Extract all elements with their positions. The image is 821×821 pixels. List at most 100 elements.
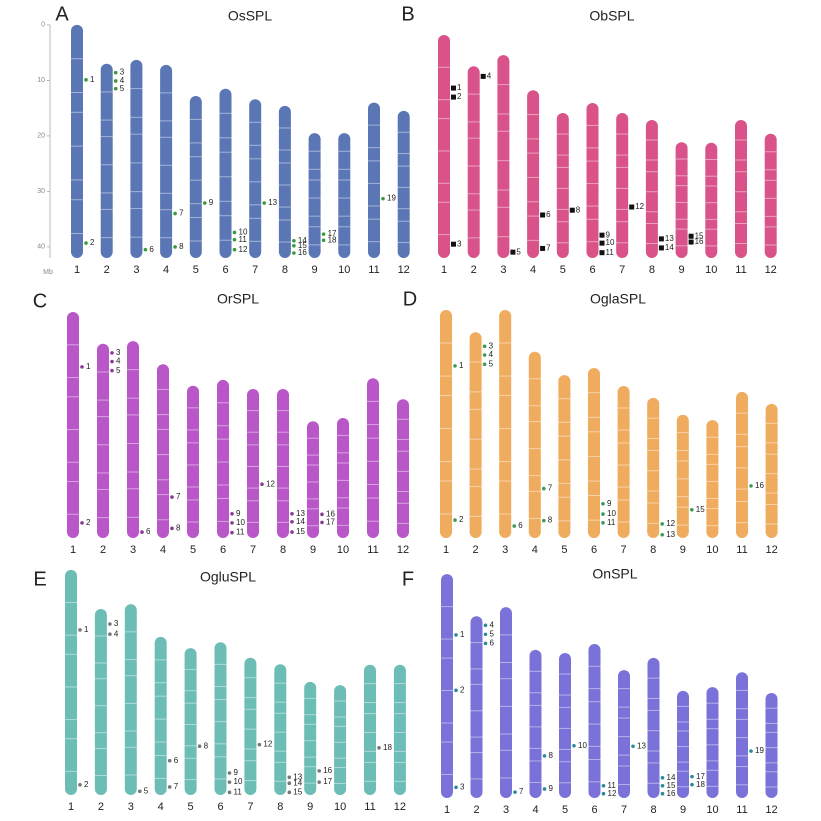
gene-label: 18 [383,743,392,752]
chromosome-label: 3 [502,544,508,556]
gene-marker [569,207,575,213]
chromosome-label: 7 [619,264,625,276]
gene-label: 4 [490,620,495,629]
gene-marker [454,688,458,693]
chromosome [676,414,689,538]
chromosome-label: 11 [367,544,378,556]
chromosome [154,636,167,795]
gene-label: 2 [459,515,464,524]
gene-label: 17 [323,777,332,786]
chromosome [157,364,169,538]
gene-marker [321,232,326,236]
gene-label: 11 [234,787,243,796]
gene-label: 14 [298,236,307,245]
gene-marker [292,243,296,248]
chromosome [130,59,143,258]
gene-marker [540,212,546,218]
chromosome-label: 3 [130,544,136,556]
chromosome [736,391,748,538]
gene-marker [227,780,232,784]
chromosome [187,385,199,538]
chromosome-label: 11 [736,804,747,816]
gene-marker [138,789,142,794]
gene-label: 5 [144,786,149,795]
chromosome-label: 2 [104,264,110,276]
chromosome [247,388,259,538]
gene-marker [227,771,232,775]
gene-marker [454,785,458,790]
gene-marker [451,85,456,91]
gene-marker [173,245,177,249]
gene-label: 5 [490,629,495,638]
gene-marker [599,250,605,256]
chromosome-label: 10 [706,804,718,816]
gene-label: 13 [268,198,277,207]
chromosome-label: 11 [364,801,375,813]
gene-label: 2 [457,92,462,101]
gene-marker [260,482,264,487]
gene-marker [510,249,516,255]
gene-label: 15 [296,527,305,536]
gene-marker [110,351,114,355]
chromosome [617,385,630,538]
gene-marker [451,241,456,247]
chromosome [706,420,719,538]
chromosome-label: 1 [444,804,450,816]
gene-label: 12 [263,740,272,749]
chromosome [184,648,197,795]
panel-letter: D [403,288,417,310]
gene-marker [658,245,664,251]
gene-label: 7 [174,782,179,791]
gene-label: 10 [234,777,243,786]
gene-label: 8 [549,751,554,760]
gene-label: 3 [489,341,494,350]
chromosome-label: 9 [310,544,316,556]
gene-label: 7 [176,492,181,501]
gene-marker [483,632,488,637]
gene-label: 13 [666,530,675,539]
chromosome [244,657,257,795]
gene-label: 10 [236,518,245,527]
gene-marker [230,511,234,516]
gene-label: 1 [86,362,91,371]
chromosome-label: 10 [706,544,718,556]
gene-marker [601,501,605,506]
gene-label: 14 [296,517,305,526]
chromosome-label: 12 [765,264,777,276]
gene-label: 11 [607,518,616,527]
chromosome [441,574,453,798]
gene-label: 6 [146,527,151,536]
chromosome-label: 10 [338,264,350,276]
chromosome-label: 10 [705,264,717,276]
gene-marker [140,530,144,534]
chromosome [645,119,658,258]
gene-marker [629,204,635,210]
chromosome-label: 1 [443,544,449,556]
gene-marker [230,521,234,525]
chromosome [529,649,542,798]
chromosome-label: 7 [621,804,627,816]
gene-label: 10 [578,741,587,750]
gene-marker [660,783,665,788]
gene-label: 11 [236,528,245,537]
gene-label: 17 [328,229,337,238]
gene-label: 6 [149,245,154,254]
gene-label: 16 [695,237,704,246]
chromosome [189,95,202,258]
gene-label: 2 [460,685,465,694]
gene-label: 3 [457,239,462,248]
gene-marker [167,785,172,789]
gene-label: 13 [293,772,302,781]
chromosome-label: 10 [334,801,346,813]
gene-label: 15 [298,241,307,250]
chromosome-label: 12 [394,801,406,813]
chromosome [97,343,109,538]
axis-unit: Mb [43,269,53,276]
gene-label: 13 [296,509,305,518]
gene-marker [232,247,237,252]
gene-marker [690,774,694,779]
chromosome [274,664,287,795]
chromosome [527,90,540,258]
axis-tick-label: 0 [41,22,45,29]
